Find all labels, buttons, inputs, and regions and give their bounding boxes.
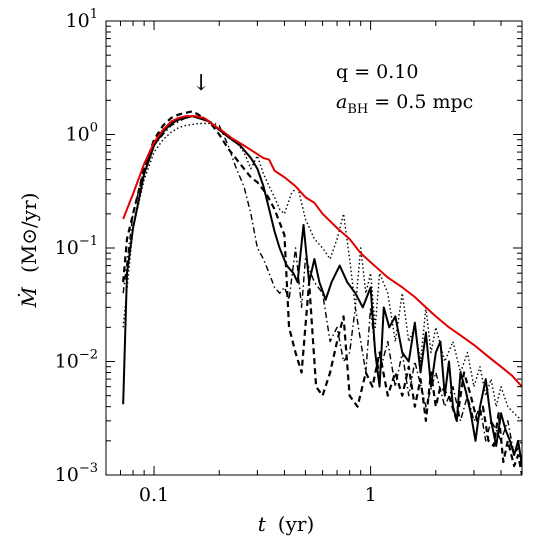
annotation-q: q = 0.10 — [336, 61, 418, 83]
peak-arrow: ↓ — [192, 71, 210, 96]
x-tick-label: 1 — [365, 484, 377, 506]
x-axis-symbol: t — [258, 512, 267, 536]
plot-frame — [105, 20, 523, 476]
y-axis-title: Ṁ (M⊙/yr) — [17, 193, 41, 309]
x-axis-title: t (yr) — [258, 512, 315, 536]
y-tick-label: 100 — [66, 121, 98, 146]
annotation-a: aBH = 0.5 mpc — [336, 91, 473, 117]
series-line-red-solid — [122, 115, 522, 388]
series-layer — [122, 110, 522, 475]
y-tick-label: 10−2 — [55, 348, 98, 373]
annotation-a-sub: BH — [347, 102, 368, 117]
tick-labels: 0.1 1 10−3 10−2 10−1 100 101 — [55, 7, 377, 506]
y-tick-label: 10−1 — [55, 234, 98, 259]
annotation-a-rest: = 0.5 mpc — [368, 91, 473, 113]
annotation-a-main: a — [336, 91, 347, 113]
y-tick-label: 10−3 — [55, 461, 98, 486]
y-axis-unit: (M⊙/yr) — [17, 193, 41, 273]
x-axis-unit: (yr) — [278, 512, 314, 536]
series-line-black-dashdot — [122, 115, 522, 456]
y-axis-symbol: Ṁ — [17, 286, 41, 308]
x-tick-label: 0.1 — [139, 484, 169, 506]
y-tick-label: 101 — [66, 7, 98, 32]
